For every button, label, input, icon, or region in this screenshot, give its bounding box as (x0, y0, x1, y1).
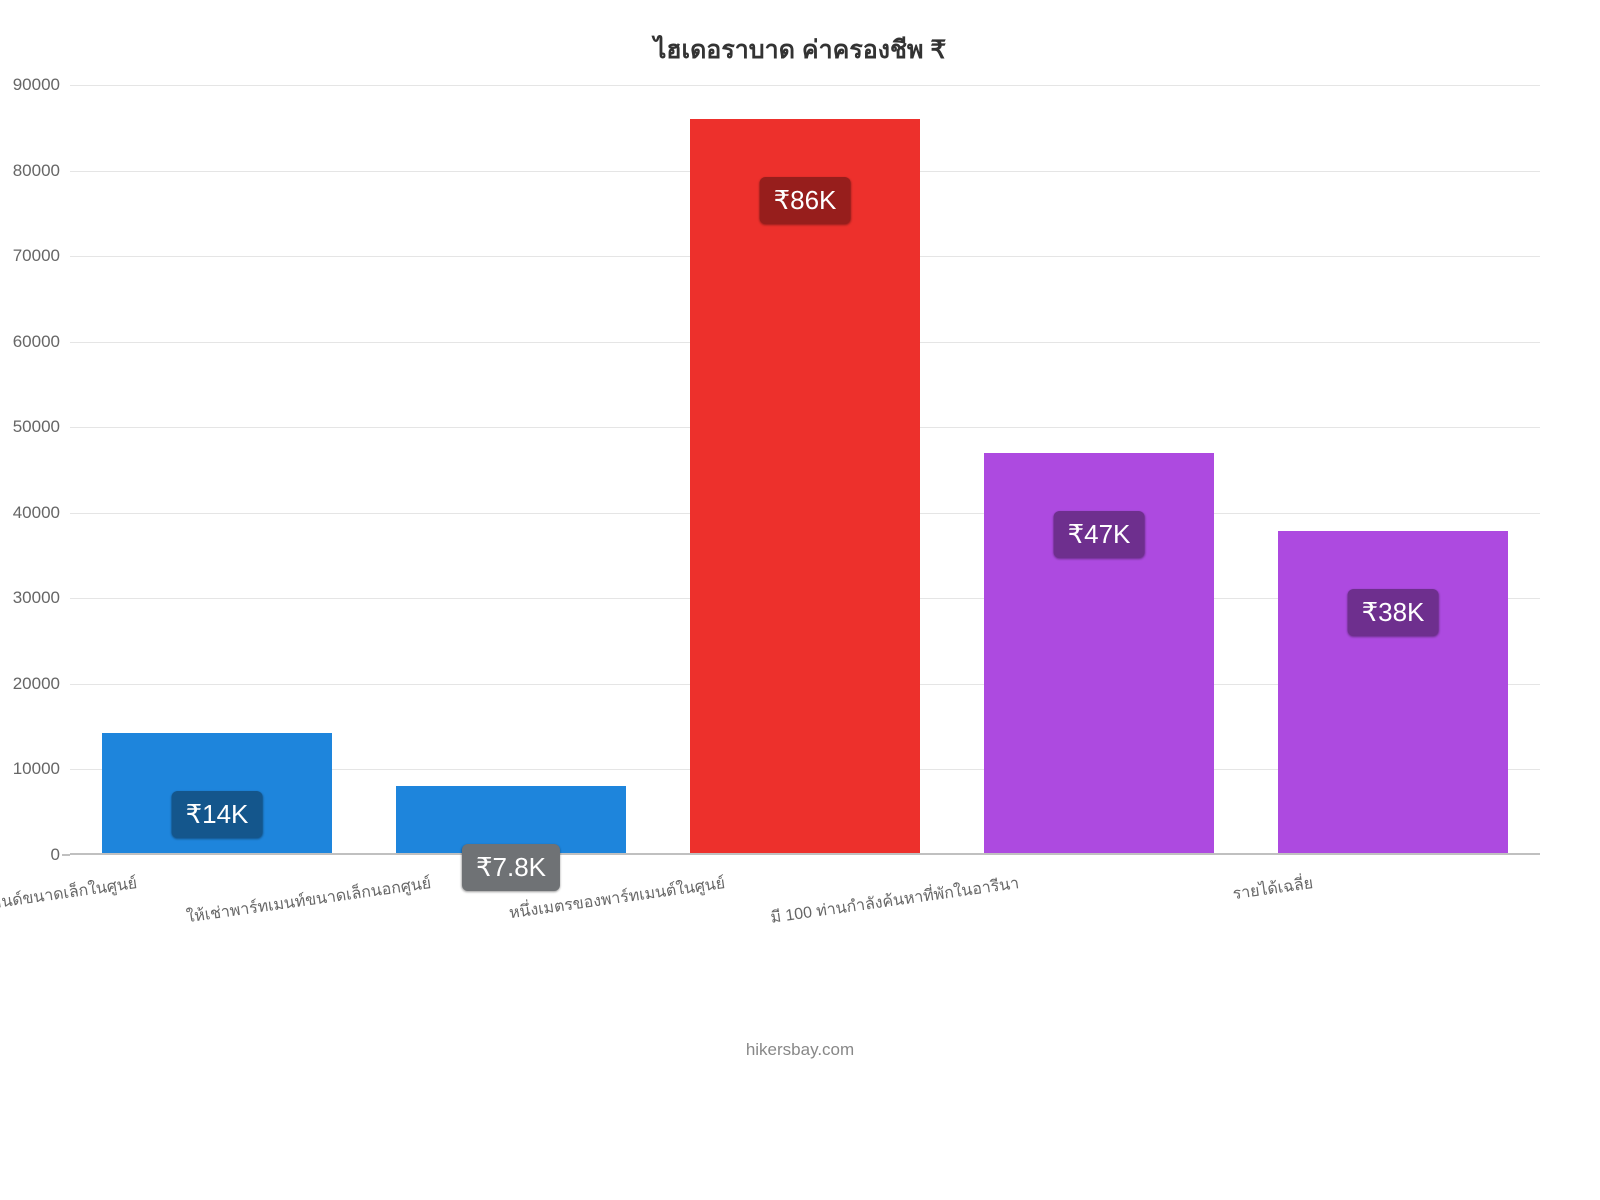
bar (396, 786, 625, 853)
bar (1278, 531, 1507, 853)
value-badge: ₹86K (760, 177, 851, 224)
plot-area: 0100002000030000400005000060000700008000… (70, 85, 1540, 855)
x-tick-label: รายได้เฉลี่ย (1231, 871, 1315, 907)
y-tick-label: 70000 (13, 246, 70, 266)
y-tick-label: 80000 (13, 161, 70, 181)
x-tick-label: มี 100 ท่านกำลังค้นหาที่พักในอารีนา (769, 871, 1021, 931)
x-tick-label: ให้เช่าพาร์ทเมนท์ขนาดเล็กนอกศูนย์ (185, 871, 433, 930)
y-tick-label: 60000 (13, 332, 70, 352)
y-tick-label: 10000 (13, 759, 70, 779)
y-tick-label: 20000 (13, 674, 70, 694)
value-badge: ₹47K (1054, 511, 1145, 558)
attribution-text: hikersbay.com (746, 1040, 854, 1060)
y-tick-label: 40000 (13, 503, 70, 523)
value-badge: ₹38K (1348, 589, 1439, 636)
x-tick-label: ให้เช่าพาร์ทเมนด์ขนาดเล็กในศูนย์ (0, 871, 138, 928)
chart-title: ไฮเดอราบาด ค่าครองชีพ ₹ (0, 30, 1600, 70)
y-tick-label: 90000 (13, 75, 70, 95)
chart-container: ไฮเดอราบาด ค่าครองชีพ ₹ 0100002000030000… (0, 0, 1600, 1200)
y-tick-label: 30000 (13, 588, 70, 608)
y-tick-label: 50000 (13, 417, 70, 437)
value-badge: ₹7.8K (462, 844, 560, 891)
y-tick-label: 0 (51, 845, 70, 865)
bar (690, 119, 919, 853)
value-badge: ₹14K (172, 791, 263, 838)
gridline (70, 85, 1540, 86)
